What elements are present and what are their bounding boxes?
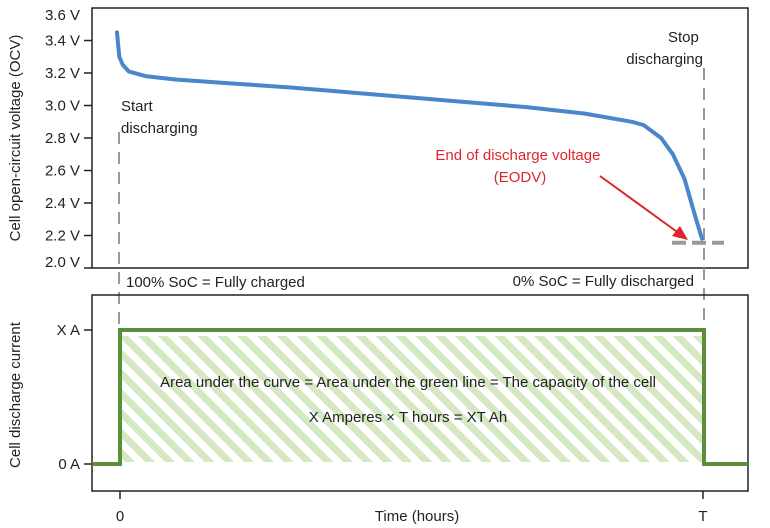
x-tick-label: T	[698, 508, 707, 525]
capacity-annotation: Area under the curve = Area under the gr…	[160, 374, 656, 391]
current-y-tick-xa: X A	[57, 322, 92, 339]
ocv-discharge-curve	[115, 30, 704, 241]
voltage-y-tick-label: 3.0 V	[45, 98, 80, 115]
voltage-y-tick-label: 3.6 V	[45, 7, 80, 24]
current-plot-frame	[91, 294, 749, 492]
fully-charged-label: 100% SoC = Fully charged	[126, 274, 305, 291]
capacity-area-fill	[122, 336, 702, 462]
eodv-label: End of discharge voltage (EODV)	[435, 147, 604, 186]
voltage-y-tick-label: 2.6 V	[45, 163, 80, 180]
start-discharging-label: Start discharging	[121, 98, 198, 137]
voltage-y-axis-label: Cell open-circuit voltage (OCV)	[7, 35, 24, 242]
current-y-axis-label: Cell discharge current	[7, 321, 24, 468]
x-tick-t: T	[698, 491, 708, 525]
voltage-y-ticks: 3.6 V 3.4 V 3.2 V 3.0 V 2.8 V 2.6 V 2.4 V 2.2 V…	[45, 7, 92, 271]
capacity-formula: X Amperes × T hours = XT Ah	[309, 409, 507, 426]
current-y-tick-label: 0 A	[58, 456, 80, 473]
voltage-y-tick-label: 3.4 V	[45, 33, 80, 50]
discharge-current-line	[92, 328, 748, 466]
voltage-y-tick-label: 2.2 V	[45, 228, 80, 245]
current-y-tick-label: X A	[57, 322, 80, 339]
voltage-y-tick-label: 2.0 V	[45, 254, 80, 271]
voltage-y-tick-label: 2.8 V	[45, 130, 80, 147]
x-tick-0: 0	[116, 491, 124, 525]
fully-discharged-label: 0% SoC = Fully discharged	[513, 273, 694, 290]
eodv-arrow	[599, 175, 688, 240]
current-y-tick-0a: 0 A	[58, 456, 92, 473]
x-axis-label: Time (hours)	[375, 508, 459, 525]
voltage-plot-frame	[91, 7, 749, 269]
x-tick-label: 0	[116, 508, 124, 525]
voltage-y-tick-label: 3.2 V	[45, 65, 80, 82]
stop-discharging-label: Stop discharging	[626, 29, 703, 68]
voltage-y-tick-label: 2.4 V	[45, 195, 80, 212]
